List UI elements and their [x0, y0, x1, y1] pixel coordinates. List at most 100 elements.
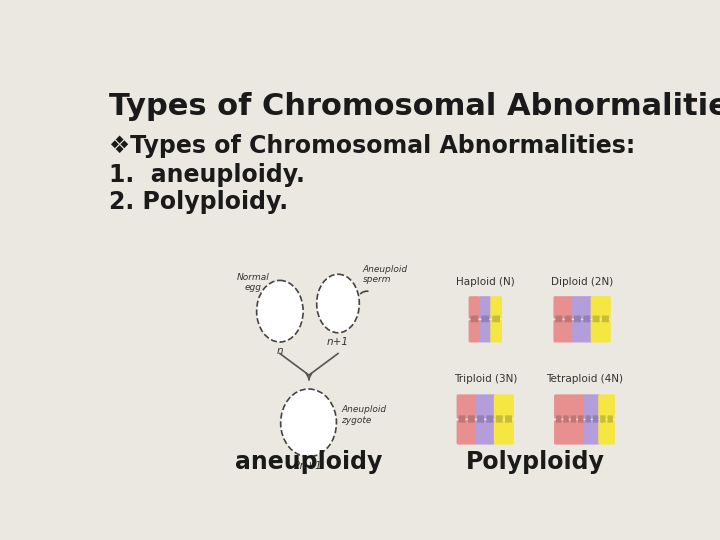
FancyBboxPatch shape: [295, 418, 303, 431]
FancyBboxPatch shape: [593, 315, 600, 322]
FancyBboxPatch shape: [583, 420, 593, 444]
FancyBboxPatch shape: [600, 320, 611, 342]
FancyBboxPatch shape: [270, 307, 277, 322]
FancyBboxPatch shape: [556, 415, 562, 423]
Text: aneuploidy: aneuploidy: [235, 450, 382, 475]
FancyBboxPatch shape: [563, 296, 574, 319]
FancyBboxPatch shape: [336, 299, 341, 303]
FancyBboxPatch shape: [485, 394, 495, 418]
FancyBboxPatch shape: [480, 296, 491, 319]
FancyBboxPatch shape: [310, 400, 317, 413]
FancyBboxPatch shape: [471, 315, 478, 322]
FancyBboxPatch shape: [494, 394, 505, 418]
FancyBboxPatch shape: [343, 301, 351, 316]
FancyBboxPatch shape: [282, 307, 290, 322]
FancyBboxPatch shape: [505, 415, 512, 423]
Text: Types of Chromosomal Abnormalities: Types of Chromosomal Abnormalities: [109, 92, 720, 121]
FancyBboxPatch shape: [300, 400, 307, 413]
FancyBboxPatch shape: [459, 415, 466, 423]
FancyBboxPatch shape: [291, 400, 299, 413]
FancyBboxPatch shape: [598, 420, 608, 444]
FancyBboxPatch shape: [325, 287, 333, 302]
FancyBboxPatch shape: [475, 394, 486, 418]
FancyBboxPatch shape: [271, 306, 276, 309]
FancyBboxPatch shape: [576, 394, 585, 418]
FancyBboxPatch shape: [569, 394, 578, 418]
FancyBboxPatch shape: [600, 415, 606, 423]
FancyBboxPatch shape: [555, 315, 562, 322]
Ellipse shape: [256, 280, 303, 342]
Text: Triploid (3N): Triploid (3N): [454, 374, 517, 384]
FancyBboxPatch shape: [292, 410, 297, 414]
Text: 1.  aneuploidy.: 1. aneuploidy.: [109, 164, 305, 187]
FancyBboxPatch shape: [572, 320, 583, 342]
FancyBboxPatch shape: [300, 412, 307, 424]
FancyBboxPatch shape: [490, 320, 502, 342]
Text: 2. Polyploidy.: 2. Polyploidy.: [109, 190, 289, 214]
Text: ❖Types of Chromosomal Abnormalities:: ❖Types of Chromosomal Abnormalities:: [109, 134, 636, 158]
FancyBboxPatch shape: [572, 296, 583, 319]
FancyBboxPatch shape: [593, 415, 598, 423]
FancyBboxPatch shape: [334, 287, 342, 302]
Text: Haploid (N): Haploid (N): [456, 276, 515, 287]
FancyBboxPatch shape: [327, 299, 332, 303]
FancyBboxPatch shape: [494, 420, 505, 444]
Text: 2n+1: 2n+1: [294, 461, 323, 471]
FancyBboxPatch shape: [310, 412, 317, 424]
FancyBboxPatch shape: [554, 394, 563, 418]
FancyBboxPatch shape: [600, 296, 611, 319]
FancyBboxPatch shape: [562, 420, 571, 444]
FancyBboxPatch shape: [301, 410, 307, 414]
FancyBboxPatch shape: [562, 394, 571, 418]
FancyBboxPatch shape: [297, 429, 302, 432]
FancyBboxPatch shape: [482, 315, 489, 322]
Text: n+1: n+1: [327, 336, 349, 347]
FancyBboxPatch shape: [608, 415, 613, 423]
FancyBboxPatch shape: [591, 394, 600, 418]
FancyBboxPatch shape: [469, 320, 480, 342]
FancyBboxPatch shape: [310, 418, 317, 431]
FancyBboxPatch shape: [569, 420, 578, 444]
Text: Diploid (2N): Diploid (2N): [551, 276, 613, 287]
FancyBboxPatch shape: [583, 315, 590, 322]
FancyBboxPatch shape: [576, 420, 585, 444]
FancyBboxPatch shape: [563, 415, 569, 423]
Text: n: n: [276, 346, 283, 356]
FancyBboxPatch shape: [598, 394, 608, 418]
FancyBboxPatch shape: [602, 315, 609, 322]
FancyBboxPatch shape: [344, 299, 349, 303]
FancyBboxPatch shape: [480, 320, 491, 342]
FancyBboxPatch shape: [490, 296, 502, 319]
FancyBboxPatch shape: [590, 320, 601, 342]
Text: Tetraploid (4N): Tetraploid (4N): [546, 374, 623, 384]
FancyBboxPatch shape: [475, 420, 486, 444]
FancyBboxPatch shape: [282, 293, 290, 308]
FancyBboxPatch shape: [477, 415, 484, 423]
FancyBboxPatch shape: [310, 429, 316, 432]
FancyBboxPatch shape: [492, 315, 500, 322]
Ellipse shape: [317, 274, 359, 333]
FancyBboxPatch shape: [456, 420, 467, 444]
FancyBboxPatch shape: [554, 296, 564, 319]
FancyBboxPatch shape: [581, 296, 593, 319]
Text: Aneuploid
sperm: Aneuploid sperm: [363, 265, 408, 285]
Text: Aneuploid
zygote: Aneuploid zygote: [341, 406, 386, 425]
FancyBboxPatch shape: [469, 296, 480, 319]
FancyBboxPatch shape: [554, 420, 563, 444]
FancyBboxPatch shape: [574, 315, 581, 322]
FancyBboxPatch shape: [578, 415, 583, 423]
FancyBboxPatch shape: [590, 296, 601, 319]
FancyBboxPatch shape: [591, 420, 600, 444]
FancyBboxPatch shape: [503, 420, 514, 444]
Text: Polyploidy: Polyploidy: [466, 450, 605, 475]
FancyBboxPatch shape: [295, 430, 303, 443]
FancyBboxPatch shape: [466, 394, 477, 418]
FancyBboxPatch shape: [270, 293, 277, 308]
FancyBboxPatch shape: [585, 415, 591, 423]
FancyBboxPatch shape: [571, 415, 576, 423]
FancyBboxPatch shape: [564, 315, 572, 322]
FancyBboxPatch shape: [343, 287, 351, 302]
FancyBboxPatch shape: [485, 420, 495, 444]
FancyBboxPatch shape: [310, 410, 316, 414]
FancyBboxPatch shape: [334, 301, 342, 316]
